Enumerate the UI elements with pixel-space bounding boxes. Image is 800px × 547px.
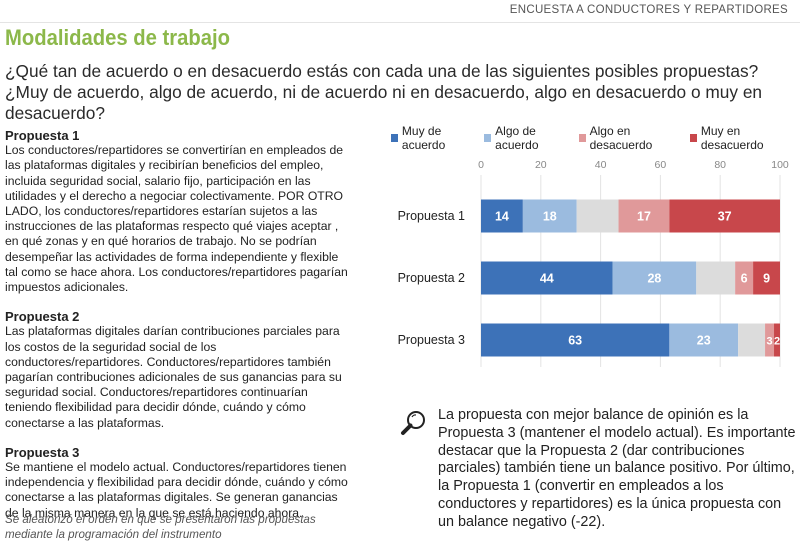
legend-item: Muy en desacuerdo: [689, 124, 792, 152]
proposals-list: Propuesta 1 Los conductores/repartidores…: [5, 128, 350, 535]
bar-segment: [612, 261, 697, 295]
data-label: 18: [543, 210, 557, 224]
x-tick-label: 40: [595, 159, 607, 171]
proposal-text: Los conductores/repartidores se converti…: [5, 143, 348, 295]
survey-question: ¿Qué tan de acuerdo o en desacuerdo está…: [5, 61, 763, 123]
proposal-2: Propuesta 2 Las plataformas digitales da…: [5, 309, 350, 431]
proposal-title: Propuesta 3: [5, 444, 80, 460]
data-label: 14: [495, 210, 509, 224]
data-label: 44: [540, 272, 554, 286]
legend-swatch: [578, 134, 586, 142]
proposal-3: Propuesta 3 Se mantiene el modelo actual…: [5, 445, 350, 521]
category-label: Propuesta 1: [398, 209, 465, 223]
bar-segment: [481, 199, 523, 233]
bar-segment: [481, 323, 670, 357]
data-label: 17: [637, 210, 651, 224]
data-label: 6: [741, 272, 748, 286]
proposal-1: Propuesta 1 Los conductores/repartidores…: [5, 128, 350, 295]
data-label: 37: [718, 210, 732, 224]
legend-label: Algo en desacuerdo: [589, 124, 653, 152]
proposal-text: Las plataformas digitales darían contrib…: [5, 324, 342, 430]
survey-label: ENCUESTA A CONDUCTORES Y REPARTIDORES: [509, 4, 788, 16]
data-label: 9: [763, 272, 770, 286]
legend-label: Algo de acuerdo: [495, 124, 539, 152]
bar-segment: [765, 323, 775, 357]
top-bar: ENCUESTA A CONDUCTORES Y REPARTIDORES: [0, 0, 800, 23]
legend-swatch: [391, 134, 398, 142]
bar-segment: [753, 261, 780, 295]
proposal-title: Propuesta 2: [5, 309, 80, 325]
bar-segment: [738, 323, 766, 357]
bar-segment: [774, 323, 780, 357]
x-tick-label: 0: [478, 159, 484, 171]
bar-segment: [669, 323, 739, 357]
legend-label: Muy en desacuerdo: [700, 124, 764, 152]
legend-item: Algo en desacuerdo: [578, 124, 682, 152]
magnifier-icon: [401, 411, 425, 435]
legend-swatch: [689, 134, 697, 142]
page-title: Modalidades de trabajo: [5, 25, 230, 50]
proposal-text: Se mantiene el modelo actual. Conductore…: [5, 460, 348, 520]
bar-segment: [735, 261, 754, 295]
data-label: 3: [766, 336, 772, 348]
legend-swatch: [484, 134, 492, 142]
x-tick-label: 100: [771, 159, 789, 171]
finding-text: La propuesta con mejor balance de opinió…: [438, 407, 796, 530]
bar-segment: [696, 261, 736, 295]
legend-item: Algo de acuerdo: [484, 124, 570, 152]
bar-segment: [669, 199, 780, 233]
data-label: 23: [697, 334, 711, 348]
category-label: Propuesta 3: [398, 333, 465, 347]
x-tick-label: 60: [655, 159, 667, 171]
legend-item: Muy de acuerdo: [391, 124, 476, 152]
x-tick-label: 80: [714, 159, 726, 171]
category-label: Propuesta 2: [398, 271, 465, 285]
bar-segment: [481, 261, 613, 295]
bar-segment: [576, 199, 619, 233]
data-label: 2: [774, 336, 780, 348]
stacked-bar-chart: 0 20 40 60 80 100 Propuesta 1 14 18 17 37 Propuesta…: [398, 159, 789, 367]
chart-legend: Muy de acuerdo Algo de acuerdo Algo en d…: [391, 124, 800, 152]
data-label: 63: [568, 334, 582, 348]
data-label: 28: [647, 272, 661, 286]
proposal-title: Propuesta 1: [5, 128, 80, 143]
x-tick-label: 20: [535, 159, 547, 171]
bar-segment: [522, 199, 577, 233]
bar-segment: [618, 199, 670, 233]
methodology-note: Se aleatorizó el orden en que se present…: [5, 513, 316, 541]
legend-label: Muy de acuerdo: [401, 124, 446, 152]
